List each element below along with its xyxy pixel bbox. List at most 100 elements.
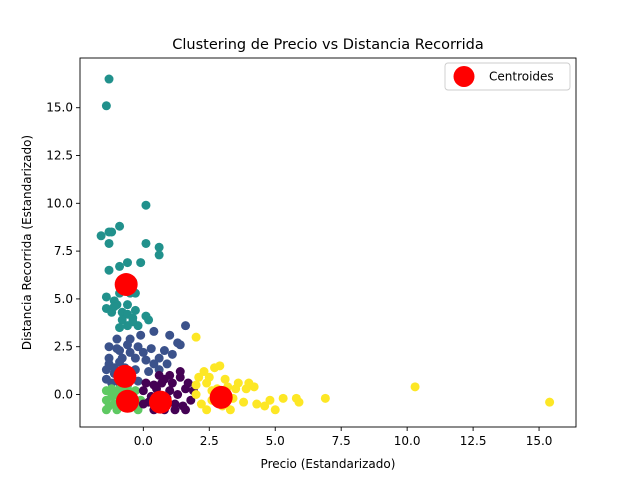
data-point [117, 315, 127, 325]
data-point [104, 238, 114, 248]
data-point [96, 231, 106, 241]
data-point [167, 378, 177, 388]
data-point [204, 372, 214, 382]
data-point [122, 340, 132, 350]
data-point [149, 359, 159, 369]
data-point [159, 346, 169, 356]
data-point [149, 326, 159, 336]
data-point [196, 399, 206, 409]
x-tick-label: 15.0 [526, 434, 553, 448]
data-point [109, 302, 119, 312]
y-tick-label: 0.0 [54, 387, 73, 401]
data-point [186, 395, 196, 405]
x-tick-label: 7.5 [332, 434, 351, 448]
x-axis-ticks: 0.0 2.5 5.0 7.5 10.0 12.5 15.0 [134, 427, 553, 448]
centroid-marker [115, 389, 139, 413]
data-point [260, 401, 270, 411]
data-point [101, 292, 111, 302]
chart-title: Clustering de Precio vs Distancia Recorr… [172, 37, 484, 53]
data-point [133, 342, 143, 352]
data-point [136, 258, 146, 268]
x-tick-label: 10.0 [394, 434, 421, 448]
data-point [104, 265, 114, 275]
data-point [130, 305, 140, 315]
data-point [167, 349, 177, 359]
data-point [138, 347, 148, 357]
data-point [130, 353, 140, 363]
centroid-marker [114, 273, 138, 297]
x-tick-label: 12.5 [460, 434, 487, 448]
data-point [175, 367, 185, 377]
data-point [165, 330, 175, 340]
data-point [294, 397, 304, 407]
data-point [173, 389, 183, 399]
data-point [215, 361, 225, 371]
data-point [170, 405, 180, 415]
data-point [320, 393, 330, 403]
data-point [225, 405, 235, 415]
data-point [104, 74, 114, 84]
centroid-marker [148, 390, 172, 414]
data-point [112, 344, 122, 354]
data-point [165, 386, 175, 396]
data-point [181, 405, 191, 415]
data-point [545, 397, 555, 407]
data-point [112, 334, 122, 344]
data-point [141, 378, 151, 388]
data-point [115, 221, 125, 231]
data-point [252, 399, 262, 409]
data-point [104, 342, 114, 352]
centroid-marker [209, 385, 233, 409]
data-point [194, 372, 204, 382]
data-point [154, 242, 164, 252]
data-point [157, 378, 167, 388]
legend-box [444, 62, 571, 91]
legend: Centroides [444, 62, 571, 91]
data-point [270, 405, 280, 415]
y-tick-label: 5.0 [54, 292, 73, 306]
data-point [138, 399, 148, 409]
centroid-marker [113, 364, 137, 388]
data-point [115, 323, 125, 333]
y-axis-ticks: 0.0 2.5 5.0 7.5 10.0 12.5 15.0 [46, 101, 80, 401]
data-point [181, 321, 191, 331]
data-point [191, 380, 201, 390]
data-point [125, 347, 135, 357]
data-point [144, 367, 154, 377]
data-point [141, 355, 151, 365]
x-tick-label: 2.5 [200, 434, 219, 448]
data-point [136, 330, 146, 340]
data-point [107, 227, 117, 237]
legend-label: Centroides [489, 70, 554, 84]
x-tick-label: 5.0 [266, 434, 285, 448]
data-point [278, 393, 288, 403]
data-point [154, 370, 164, 380]
data-point [146, 344, 156, 354]
data-point [410, 382, 420, 392]
centroid-layer [113, 273, 233, 414]
data-point [115, 357, 125, 367]
data-point [107, 384, 117, 394]
data-point [162, 359, 172, 369]
data-point [191, 389, 201, 399]
data-point [154, 353, 164, 363]
data-point [220, 374, 230, 384]
legend-centroid-marker [453, 66, 475, 87]
x-tick-label: 0.0 [134, 434, 153, 448]
data-point [128, 317, 138, 327]
data-point [239, 397, 249, 407]
data-point [199, 367, 209, 377]
data-point [141, 200, 151, 210]
data-point [138, 386, 148, 396]
y-tick-label: 2.5 [54, 340, 73, 354]
data-point [101, 101, 111, 111]
data-point [101, 405, 111, 415]
data-point [154, 250, 164, 260]
data-point [122, 300, 132, 310]
plot-frame [79, 57, 577, 428]
y-tick-label: 10.0 [46, 196, 73, 210]
data-point [175, 340, 185, 350]
y-tick-label: 7.5 [54, 244, 73, 258]
data-point [144, 315, 154, 325]
